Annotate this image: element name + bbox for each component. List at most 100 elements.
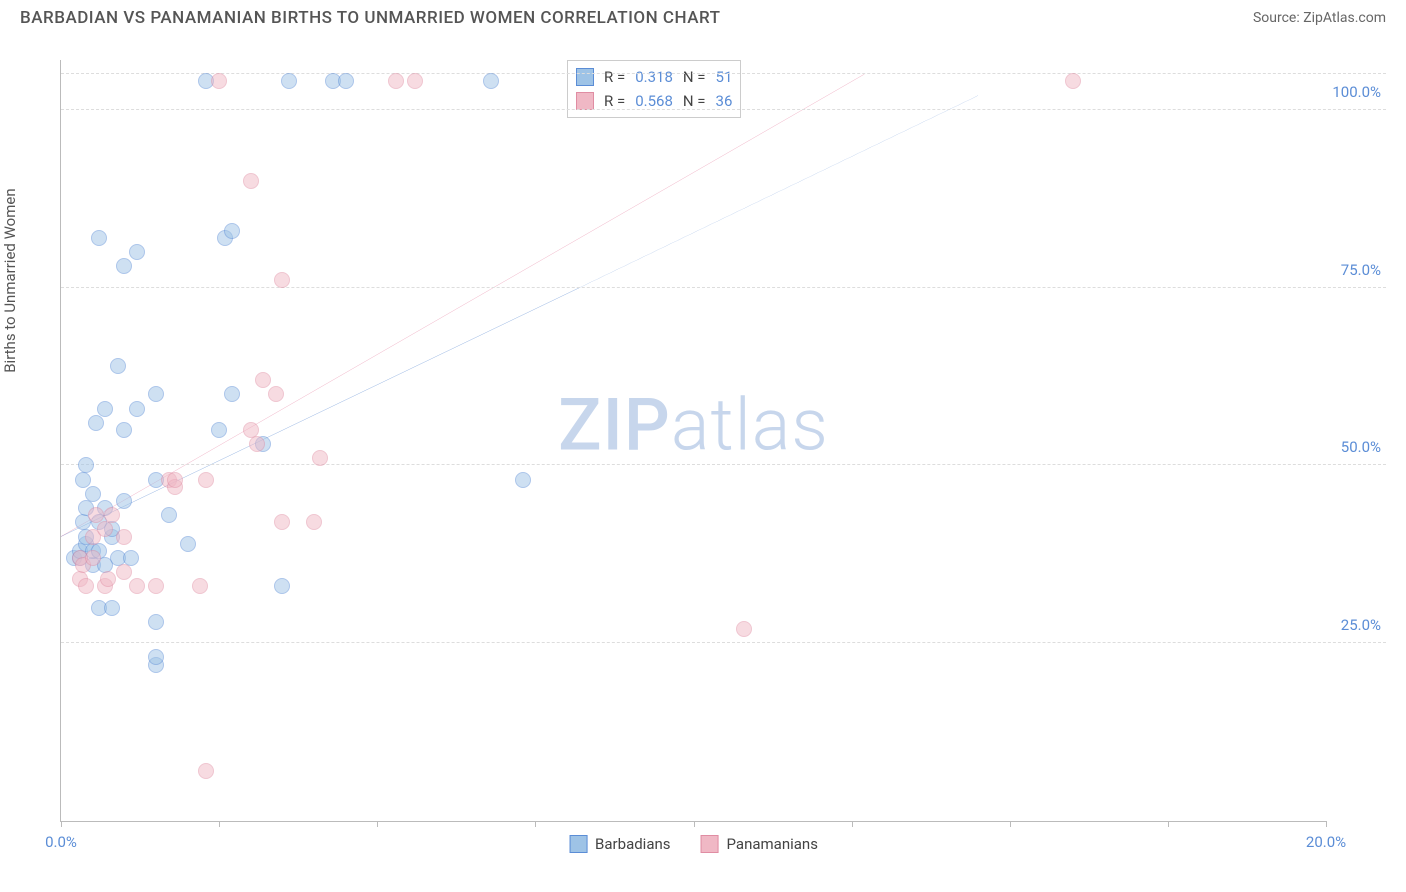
legend-swatch: [701, 835, 719, 853]
data-point: [198, 763, 214, 779]
legend-item: Barbadians: [569, 835, 670, 853]
watermark-atlas: atlas: [671, 383, 829, 468]
data-point: [116, 529, 132, 545]
data-point: [104, 600, 120, 616]
source-label: Source:: [1253, 10, 1300, 26]
data-point: [198, 472, 214, 488]
data-point: [116, 564, 132, 580]
watermark-zip: ZIP: [558, 383, 671, 468]
data-point: [85, 550, 101, 566]
source-attribution: Source: ZipAtlas.com: [1253, 10, 1386, 26]
data-point: [388, 73, 404, 89]
trend-line: [61, 74, 864, 536]
legend-label: Panamanians: [727, 835, 818, 853]
data-point: [274, 514, 290, 530]
data-point: [116, 493, 132, 509]
data-point: [224, 386, 240, 402]
watermark: ZIPatlas: [558, 383, 829, 468]
data-point: [224, 223, 240, 239]
gridline-h: [61, 642, 1386, 643]
y-tick-label: 50.0%: [1341, 438, 1381, 456]
x-tick: [1168, 821, 1169, 827]
x-tick: [377, 821, 378, 827]
data-point: [243, 173, 259, 189]
data-point: [148, 649, 164, 665]
y-tick-label: 25.0%: [1341, 616, 1381, 634]
data-point: [116, 258, 132, 274]
gridline-h: [61, 287, 1386, 288]
data-point: [129, 244, 145, 260]
n-value: 51: [716, 65, 733, 89]
data-point: [100, 571, 116, 587]
x-tick: [852, 821, 853, 827]
data-point: [75, 472, 91, 488]
data-point: [274, 578, 290, 594]
y-tick-label: 100.0%: [1332, 83, 1381, 101]
plot-area: ZIPatlas R =0.318N =51R =0.568N =36 Barb…: [60, 60, 1326, 822]
trend-line-dashed: [580, 96, 978, 288]
data-point: [104, 507, 120, 523]
data-point: [211, 422, 227, 438]
data-point: [148, 578, 164, 594]
data-point: [211, 73, 227, 89]
y-tick-label: 75.0%: [1341, 261, 1381, 279]
legend-stat-row: R = 0.318 N = 51: [576, 65, 732, 89]
x-tick: [219, 821, 220, 827]
chart-container: Births to Unmarried Women ZIPatlas R =0.…: [20, 40, 1386, 872]
legend-item: Panamanians: [701, 835, 818, 853]
data-point: [180, 536, 196, 552]
data-point: [78, 457, 94, 473]
data-point: [116, 422, 132, 438]
data-point: [249, 436, 265, 452]
data-point: [97, 521, 113, 537]
series-legend: Barbadians Panamanians: [569, 835, 818, 853]
x-tick-label: 0.0%: [45, 833, 77, 851]
data-point: [110, 358, 126, 374]
data-point: [281, 73, 297, 89]
data-point: [192, 578, 208, 594]
data-point: [129, 401, 145, 417]
data-point: [88, 507, 104, 523]
legend-swatch: [576, 92, 594, 110]
data-point: [97, 401, 113, 417]
x-tick: [1010, 821, 1011, 827]
x-tick: [694, 821, 695, 827]
x-tick-label: 20.0%: [1306, 833, 1346, 851]
r-value: 0.318: [635, 65, 673, 89]
gridline-h: [61, 109, 1386, 110]
y-axis-label: Births to Unmarried Women: [1, 188, 19, 372]
data-point: [515, 472, 531, 488]
data-point: [268, 386, 284, 402]
gridline-h: [61, 464, 1386, 465]
data-point: [148, 614, 164, 630]
data-point: [148, 386, 164, 402]
gridline-h: [61, 73, 1386, 74]
legend-swatch: [569, 835, 587, 853]
data-point: [91, 230, 107, 246]
data-point: [255, 372, 271, 388]
data-point: [407, 73, 423, 89]
data-point: [78, 578, 94, 594]
r-label: R =: [604, 65, 625, 89]
source-name: ZipAtlas.com: [1303, 10, 1386, 26]
data-point: [274, 272, 290, 288]
data-point: [85, 486, 101, 502]
legend-label: Barbadians: [595, 835, 670, 853]
data-point: [161, 507, 177, 523]
data-point: [483, 73, 499, 89]
data-point: [338, 73, 354, 89]
n-label: N =: [683, 65, 706, 89]
chart-header: BARBADIAN VS PANAMANIAN BIRTHS TO UNMARR…: [0, 0, 1406, 32]
x-tick: [535, 821, 536, 827]
data-point: [1065, 73, 1081, 89]
data-point: [736, 621, 752, 637]
legend-swatch: [576, 68, 594, 86]
data-point: [167, 472, 183, 488]
data-point: [306, 514, 322, 530]
x-tick: [61, 821, 62, 827]
chart-title: BARBADIAN VS PANAMANIAN BIRTHS TO UNMARR…: [20, 8, 721, 28]
x-tick: [1326, 821, 1327, 827]
data-point: [312, 450, 328, 466]
data-point: [88, 415, 104, 431]
data-point: [129, 578, 145, 594]
